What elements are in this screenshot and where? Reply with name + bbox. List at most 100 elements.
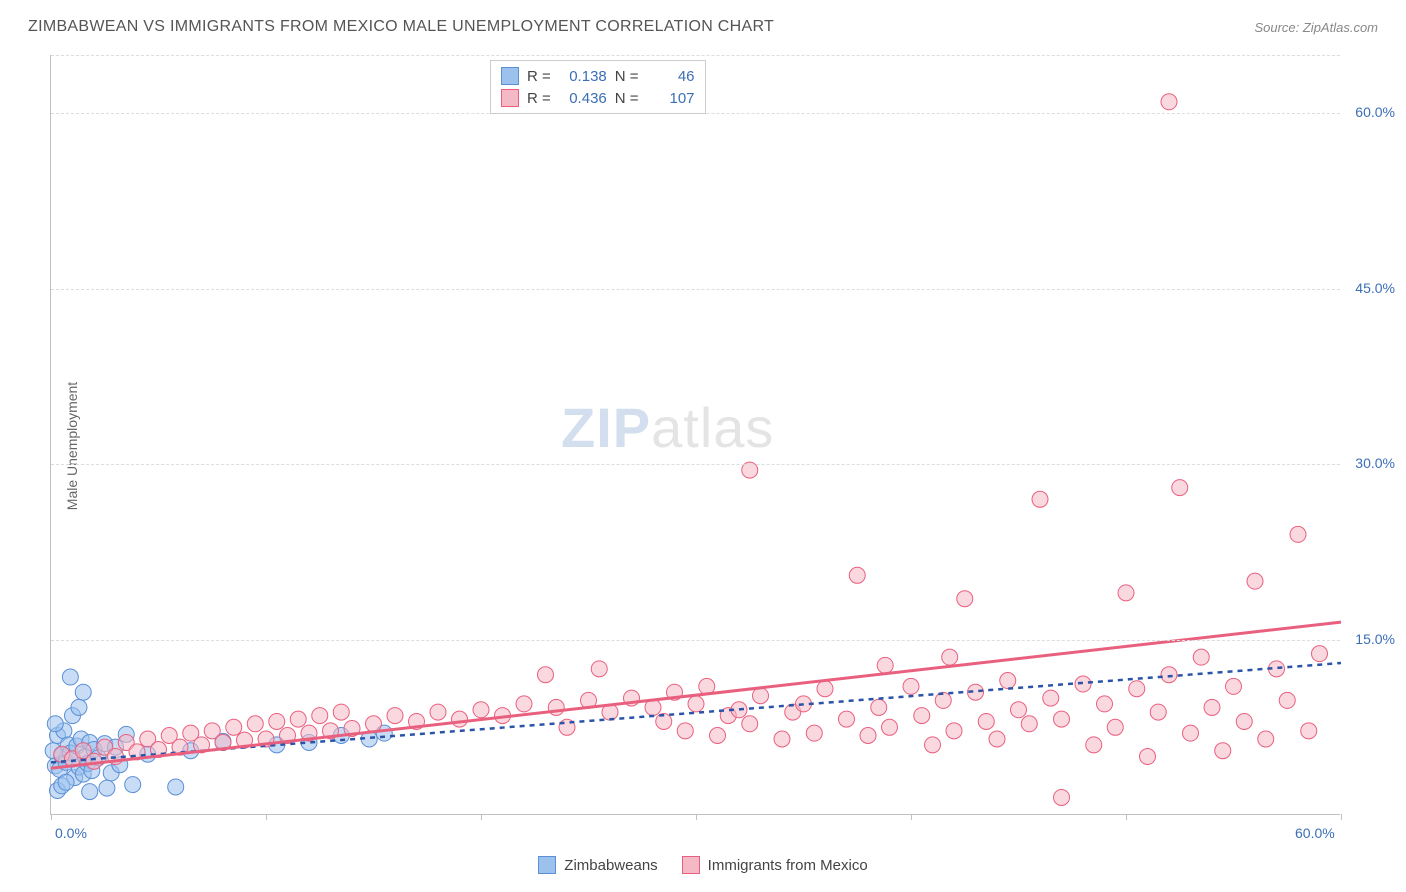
legend-bottom-swatch-zimbabweans <box>538 856 556 874</box>
data-point-mexico <box>290 711 306 727</box>
data-point-mexico <box>430 704 446 720</box>
x-tick <box>51 814 52 820</box>
n-value-0: 46 <box>647 68 695 85</box>
data-point-mexico <box>817 681 833 697</box>
data-point-mexico <box>538 667 554 683</box>
data-point-mexico <box>1000 673 1016 689</box>
data-point-mexico <box>860 727 876 743</box>
source-label: Source: ZipAtlas.com <box>1254 20 1378 35</box>
data-point-zimbabweans <box>99 780 115 796</box>
data-point-mexico <box>1021 716 1037 732</box>
data-point-mexico <box>452 711 468 727</box>
data-point-mexico <box>1204 699 1220 715</box>
legend-bottom-item-zimbabweans: Zimbabweans <box>538 856 657 874</box>
data-point-zimbabweans <box>125 777 141 793</box>
y-tick-label: 60.0% <box>1355 104 1395 120</box>
data-point-zimbabweans <box>75 684 91 700</box>
plot-svg <box>51 55 1340 814</box>
x-tick <box>481 814 482 820</box>
data-point-mexico <box>957 591 973 607</box>
data-point-mexico <box>1107 719 1123 735</box>
y-tick-label: 15.0% <box>1355 631 1395 647</box>
title-bar: ZIMBABWEAN VS IMMIGRANTS FROM MEXICO MAL… <box>28 18 1378 36</box>
data-point-mexico <box>333 704 349 720</box>
data-point-zimbabweans <box>71 699 87 715</box>
data-point-mexico <box>1161 94 1177 110</box>
n-label-1: N = <box>615 90 639 107</box>
data-point-mexico <box>1247 573 1263 589</box>
data-point-mexico <box>1290 526 1306 542</box>
data-point-mexico <box>1097 696 1113 712</box>
data-point-mexico <box>1043 690 1059 706</box>
data-point-zimbabweans <box>58 774 74 790</box>
data-point-mexico <box>1279 692 1295 708</box>
data-point-mexico <box>1236 713 1252 729</box>
data-point-mexico <box>753 688 769 704</box>
x-tick <box>1126 814 1127 820</box>
data-point-mexico <box>742 716 758 732</box>
data-point-mexico <box>1129 681 1145 697</box>
data-point-mexico <box>269 713 285 729</box>
data-point-zimbabweans <box>62 669 78 685</box>
data-point-mexico <box>946 723 962 739</box>
data-point-mexico <box>849 567 865 583</box>
x-tick <box>1341 814 1342 820</box>
data-point-mexico <box>1032 491 1048 507</box>
data-point-mexico <box>839 711 855 727</box>
legend-top-row-1: R = 0.436 N = 107 <box>501 87 695 109</box>
data-point-mexico <box>1011 702 1027 718</box>
data-point-mexico <box>1193 649 1209 665</box>
gridline <box>51 464 1340 465</box>
data-point-mexico <box>925 737 941 753</box>
data-point-mexico <box>1258 731 1274 747</box>
data-point-mexico <box>312 708 328 724</box>
r-label-0: R = <box>527 68 551 85</box>
data-point-mexico <box>914 708 930 724</box>
data-point-mexico <box>387 708 403 724</box>
legend-bottom-label-mexico: Immigrants from Mexico <box>708 857 868 874</box>
legend-bottom-label-zimbabweans: Zimbabweans <box>564 857 657 874</box>
x-tick <box>266 814 267 820</box>
data-point-mexico <box>1226 678 1242 694</box>
chart-container: ZIMBABWEAN VS IMMIGRANTS FROM MEXICO MAL… <box>0 0 1406 892</box>
r-value-0: 0.138 <box>559 68 607 85</box>
legend-swatch-mexico <box>501 89 519 107</box>
n-label-0: N = <box>615 68 639 85</box>
r-label-1: R = <box>527 90 551 107</box>
data-point-mexico <box>877 657 893 673</box>
gridline <box>51 289 1340 290</box>
gridline <box>51 640 1340 641</box>
data-point-mexico <box>688 696 704 712</box>
data-point-mexico <box>1161 667 1177 683</box>
data-point-mexico <box>774 731 790 747</box>
data-point-zimbabweans <box>82 784 98 800</box>
data-point-mexico <box>473 702 489 718</box>
data-point-mexico <box>1118 585 1134 601</box>
data-point-mexico <box>226 719 242 735</box>
legend-bottom-swatch-mexico <box>682 856 700 874</box>
data-point-zimbabweans <box>47 716 63 732</box>
data-point-mexico <box>366 716 382 732</box>
x-tick <box>911 814 912 820</box>
data-point-mexico <box>806 725 822 741</box>
trend-line-mexico <box>51 622 1341 768</box>
data-point-mexico <box>1172 480 1188 496</box>
legend-top-row-0: R = 0.138 N = 46 <box>501 65 695 87</box>
data-point-mexico <box>247 716 263 732</box>
legend-bottom-item-mexico: Immigrants from Mexico <box>682 856 868 874</box>
data-point-mexico <box>1140 749 1156 765</box>
data-point-mexico <box>978 713 994 729</box>
data-point-mexico <box>1086 737 1102 753</box>
data-point-mexico <box>989 731 1005 747</box>
data-point-mexico <box>1054 789 1070 805</box>
y-tick-label: 45.0% <box>1355 280 1395 296</box>
x-tick <box>696 814 697 820</box>
data-point-mexico <box>1301 723 1317 739</box>
data-point-mexico <box>1150 704 1166 720</box>
gridline <box>51 55 1340 56</box>
data-point-mexico <box>591 661 607 677</box>
data-point-mexico <box>516 696 532 712</box>
data-point-mexico <box>1183 725 1199 741</box>
data-point-mexico <box>710 727 726 743</box>
legend-top: R = 0.138 N = 46 R = 0.436 N = 107 <box>490 60 706 114</box>
